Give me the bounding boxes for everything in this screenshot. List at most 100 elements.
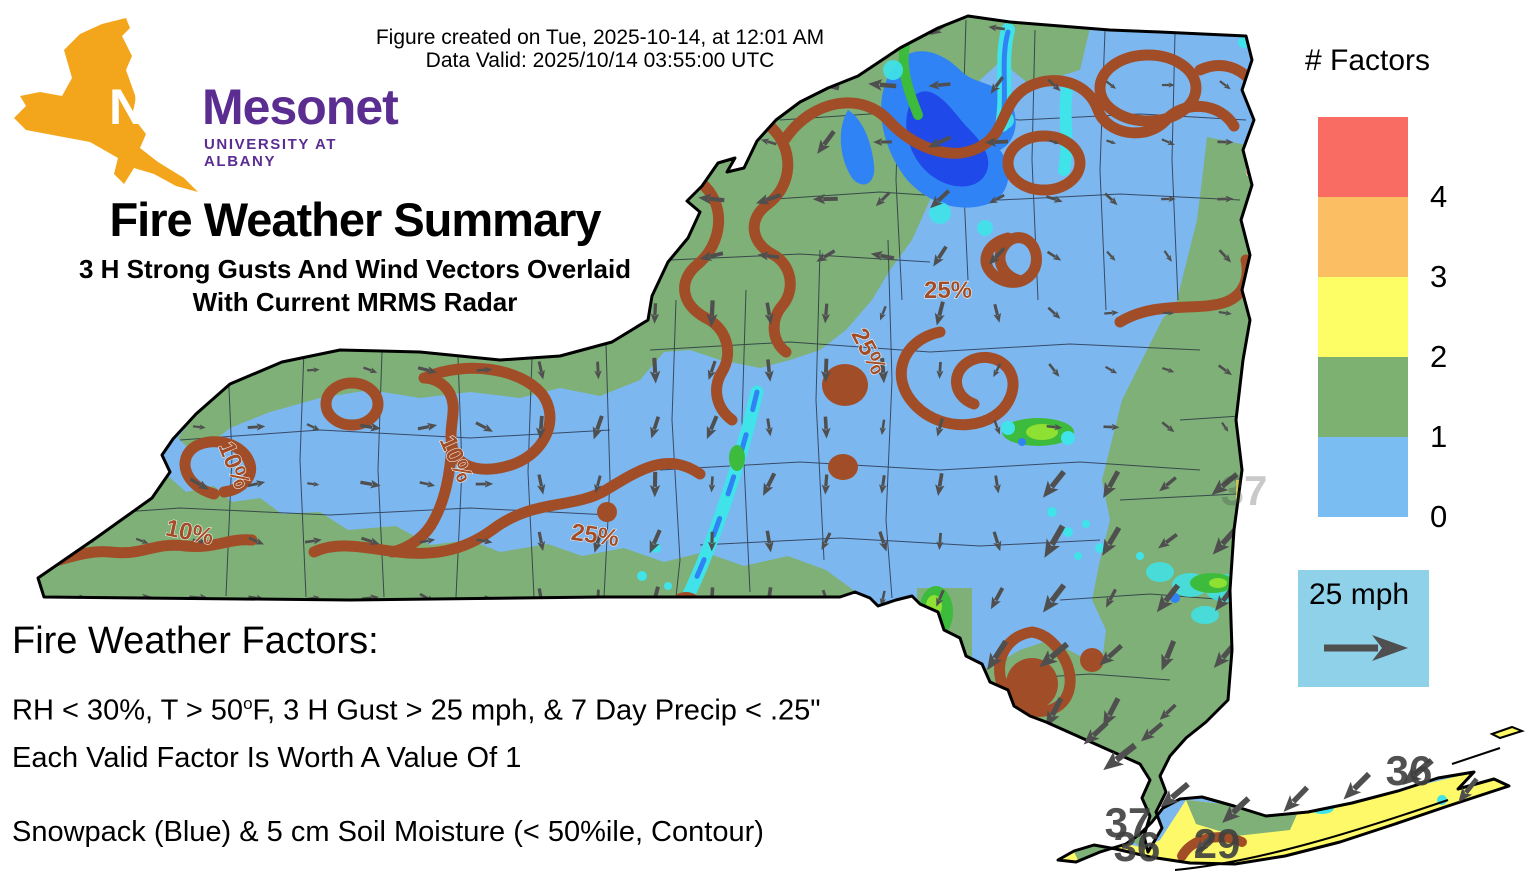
wind-arrow-icon <box>706 300 718 328</box>
wind-arrow-icon <box>1042 583 1067 613</box>
wind-arrow-icon <box>988 24 1005 32</box>
wind-arrow-icon <box>1218 249 1232 263</box>
wind-arrow-icon <box>1217 364 1233 376</box>
wind-arrow-icon <box>990 76 1005 94</box>
data-valid-line: Data Valid: 2025/10/14 03:55:00 UTC <box>425 49 775 72</box>
wind-arrow-icon <box>78 423 92 430</box>
wind-arrow-icon <box>1103 470 1121 499</box>
station-gust-value: 36 <box>1386 747 1433 794</box>
wind-arrow-icon <box>1046 423 1063 431</box>
wind-arrow-icon <box>419 537 436 545</box>
wind-arrow-icon <box>821 303 831 324</box>
wind-arrow-icon <box>1046 250 1062 261</box>
wind-arrow-icon <box>417 422 438 431</box>
wind-arrow-icon <box>21 480 36 489</box>
nys-mesonet-logo: NYS Mesonet UNIVERSITY AT ALBANY <box>6 12 399 202</box>
wind-arrow-icon <box>537 531 546 552</box>
wind-arrow-icon <box>1044 524 1066 558</box>
wind-arrow-icon <box>875 22 891 33</box>
wind-arrow-icon <box>934 301 945 326</box>
wind-arrow-icon <box>928 135 952 148</box>
wind-arrow-icon <box>1275 77 1288 92</box>
wind-arrow-icon <box>935 473 945 496</box>
criteria-pre: RH < 30%, T > 50 <box>12 694 244 727</box>
figure-title: Fire Weather Summary <box>109 193 601 246</box>
snowpack-line: Snowpack (Blue) & 5 cm Soil Moisture (< … <box>12 816 764 848</box>
contour-label: 25% <box>569 519 620 552</box>
wind-arrow-icon <box>475 480 494 488</box>
wind-arrow-icon <box>594 475 602 494</box>
wind-arrow-icon <box>644 137 665 147</box>
wind-reference-box: 25 mph <box>1298 570 1429 687</box>
wind-arrow-icon <box>764 530 774 553</box>
wind-arrow-icon <box>1105 80 1117 89</box>
wind-arrow-icon <box>765 418 773 437</box>
wind-arrow-icon <box>1274 423 1291 431</box>
legend-title: # Factors <box>1305 44 1431 77</box>
wind-arrow-icon <box>879 475 887 494</box>
degree-superscript: o <box>243 694 253 713</box>
wind-arrow-icon <box>306 367 320 373</box>
wind-arrow-icon <box>1275 364 1288 375</box>
wind-arrow-icon <box>1163 250 1172 262</box>
wind-arrow-icon <box>135 537 149 544</box>
factors-criteria-line: RH < 30%, T > 50oF, 3 H Gust > 25 mph, &… <box>12 694 821 728</box>
wind-arrow-icon <box>593 529 603 553</box>
wind-arrow-icon <box>1140 721 1164 742</box>
wind-arrow-icon <box>993 363 1002 378</box>
colorbar-tick-label: 4 <box>1430 179 1448 214</box>
wind-arrow-icon <box>812 193 838 205</box>
wind-arrow-icon <box>247 480 266 488</box>
wind-arrow-icon <box>1161 138 1175 145</box>
wind-arrow-icon <box>1102 526 1122 556</box>
wind-arrow-icon <box>1219 80 1231 90</box>
wind-arrow-icon <box>1269 470 1296 497</box>
wind-arrow-icon <box>594 361 602 380</box>
wind-arrow-icon <box>592 415 604 440</box>
station-gust-value: 29 <box>1194 820 1241 867</box>
strong-gust-arrows <box>1083 720 1479 854</box>
wind-arrow-icon <box>933 245 948 267</box>
wind-arrow-icon <box>1048 139 1060 145</box>
colorbar-tick-label: 2 <box>1430 339 1448 374</box>
wind-arrow-icon <box>1276 139 1288 145</box>
wind-arrow-icon <box>1104 192 1118 206</box>
wind-arrow-icon <box>192 538 206 544</box>
wind-arrow-icon <box>821 474 831 495</box>
wind-arrow-icon <box>1271 701 1294 723</box>
wind-arrow-icon <box>817 130 836 154</box>
wind-arrow-icon <box>1083 720 1109 745</box>
logo-nys-text: NYS <box>109 79 210 135</box>
wind-arrow-icon <box>1277 308 1287 318</box>
wind-arrow-icon <box>993 303 1002 323</box>
wind-arrow-icon <box>936 361 944 380</box>
station-gust-value: 37 <box>1221 467 1268 514</box>
wind-arrow-icon <box>1159 703 1177 720</box>
wind-arrow-icon <box>1343 771 1372 800</box>
wind-arrow-icon <box>77 481 93 488</box>
wind-arrow-icon <box>707 531 717 552</box>
wind-arrow-icon <box>1161 640 1177 671</box>
wind-arrow-icon <box>1047 306 1061 319</box>
wind-arrow-icon <box>870 251 895 261</box>
wind-arrow-icon <box>1194 832 1216 854</box>
station-gust-value: 37 <box>1105 799 1152 846</box>
wind-arrow-icon <box>1048 363 1060 377</box>
wind-arrow-icon <box>650 416 661 439</box>
colorbar-segment <box>1318 357 1408 437</box>
wind-arrow-icon <box>764 302 774 325</box>
wind-arrow-icon <box>879 419 887 436</box>
logo-mesonet-text: Mesonet <box>202 79 399 135</box>
wind-arrow-icon <box>475 421 493 432</box>
wind-arrow-icon <box>22 537 35 546</box>
factor-value-line: Each Valid Factor Is Worth A Value Of 1 <box>12 742 522 774</box>
wind-arrow-icon <box>1273 587 1292 609</box>
wind-arrow-icon <box>1159 476 1177 492</box>
nys-logo-state-shape <box>14 18 198 192</box>
colorbar-segment <box>1318 197 1408 277</box>
colorbar-tick-label: 0 <box>1430 499 1448 534</box>
figure-created-line: Figure created on Tue, 2025-10-14, at 12… <box>375 26 825 49</box>
wind-arrow-icon <box>1045 195 1063 203</box>
wind-arrow-icon <box>706 415 719 440</box>
